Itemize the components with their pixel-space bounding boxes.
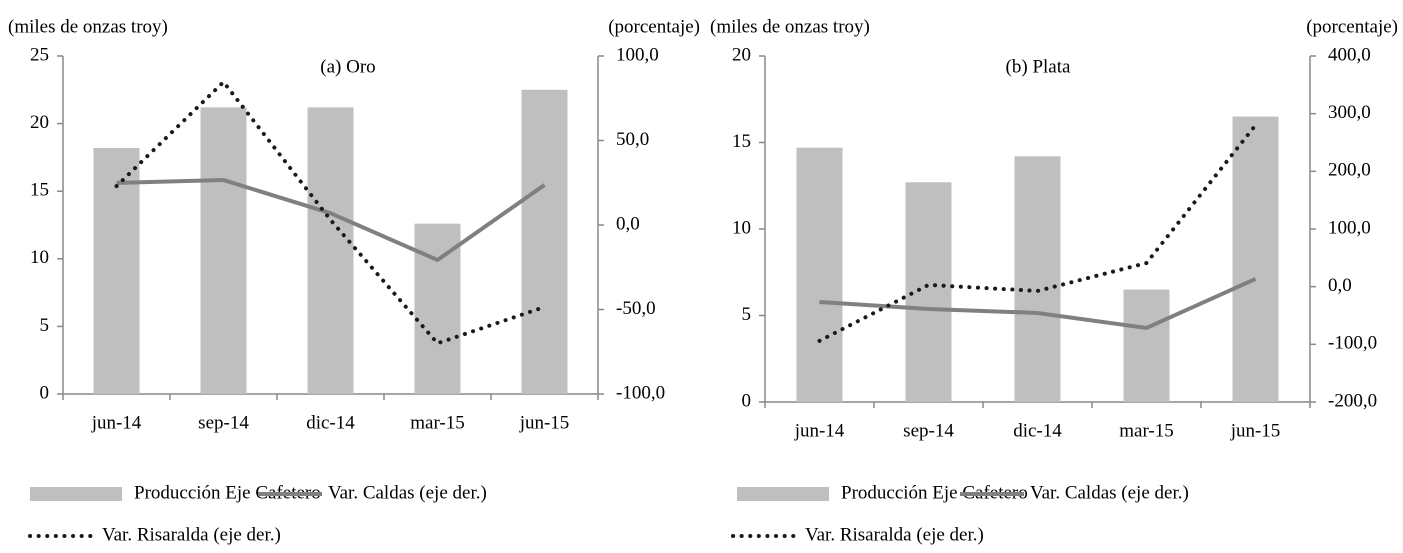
- y-tick-label: 15: [30, 180, 49, 201]
- legend-label: Producción Eje Cafetero: [841, 482, 1028, 503]
- y2-tick-label: 200,0: [1328, 160, 1371, 181]
- x-tick-label: jun-15: [519, 412, 570, 433]
- legend-swatch: [737, 487, 829, 501]
- legend-swatch: [30, 487, 122, 501]
- line: [819, 277, 1257, 330]
- bar: [307, 107, 354, 394]
- chart-title: (a) Oro: [320, 56, 375, 77]
- y2-axis-label: (porcentaje): [1306, 16, 1398, 37]
- x-tick-label: jun-14: [794, 420, 845, 441]
- y-tick-label: 20: [30, 112, 49, 133]
- y-axis-label: (miles de onzas troy): [8, 16, 168, 37]
- y-tick-label: 5: [742, 304, 752, 325]
- x-tick-label: mar-15: [410, 412, 465, 433]
- x-tick-label: jun-15: [1230, 420, 1281, 441]
- bar: [521, 89, 568, 395]
- bar: [796, 147, 843, 402]
- y2-tick-label: 0,0: [1328, 275, 1352, 296]
- y2-tick-label: -100,0: [1328, 333, 1377, 354]
- x-tick-label: sep-14: [903, 420, 954, 441]
- y-tick-label: 10: [30, 247, 49, 268]
- bar: [1014, 156, 1061, 402]
- y2-tick-label: -200,0: [1328, 390, 1377, 411]
- x-tick-label: dic-14: [306, 412, 355, 433]
- y2-tick-label: 100,0: [1328, 217, 1371, 238]
- legend-label: Var. Risaralda (eje der.): [805, 524, 984, 545]
- bar: [1232, 116, 1279, 403]
- chart-title: (b) Plata: [1006, 56, 1071, 77]
- x-tick-label: jun-14: [91, 412, 142, 433]
- y-axis-label: (miles de onzas troy): [710, 16, 870, 37]
- y2-tick-label: 400,0: [1328, 44, 1371, 65]
- y2-axis-label: (porcentaje): [608, 16, 700, 37]
- x-tick-label: sep-14: [198, 412, 249, 433]
- y-tick-label: 0: [40, 382, 50, 403]
- y2-tick-label: 300,0: [1328, 102, 1371, 123]
- y2-tick-label: 100,0: [616, 44, 659, 65]
- bar: [905, 182, 952, 402]
- dotted-line: [817, 123, 1258, 343]
- y-tick-label: 10: [732, 217, 751, 238]
- bar: [1123, 289, 1170, 402]
- y2-tick-label: -50,0: [616, 298, 656, 319]
- y-tick-label: 25: [30, 44, 49, 65]
- y-tick-label: 0: [742, 390, 752, 411]
- legend-label: Var. Caldas (eje der.): [1030, 482, 1189, 503]
- bar: [200, 107, 247, 394]
- y-tick-label: 5: [40, 315, 50, 336]
- y2-tick-label: 0,0: [616, 213, 640, 234]
- y2-tick-label: 50,0: [616, 129, 649, 150]
- bar: [93, 147, 140, 394]
- legend-label: Var. Risaralda (eje der.): [102, 524, 281, 545]
- x-tick-label: dic-14: [1013, 420, 1062, 441]
- x-tick-label: mar-15: [1119, 420, 1174, 441]
- legend-label: Var. Caldas (eje der.): [328, 482, 487, 503]
- y-tick-label: 15: [732, 131, 751, 152]
- y2-tick-label: -100,0: [616, 382, 665, 403]
- y-tick-label: 20: [732, 44, 751, 65]
- legend-label: Producción Eje Cafetero: [134, 482, 321, 503]
- line: [116, 178, 546, 262]
- dotted-line: [114, 80, 547, 346]
